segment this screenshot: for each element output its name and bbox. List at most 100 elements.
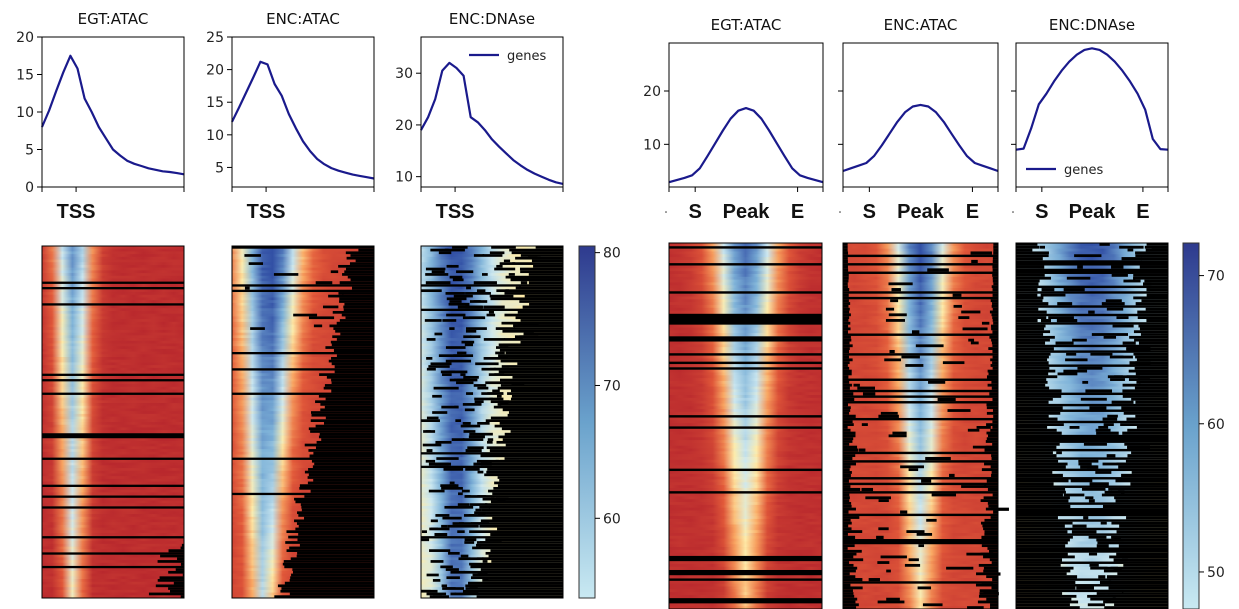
heatmap-missing xyxy=(1103,423,1114,427)
heatmap-row xyxy=(1016,338,1168,342)
heatmap-missing xyxy=(985,507,1009,511)
heatmap-row xyxy=(843,285,998,289)
heatmap-row xyxy=(42,251,184,255)
heatmap-missing xyxy=(511,251,563,255)
heatmap-missing xyxy=(324,405,374,409)
heatmap-missing xyxy=(1102,417,1118,421)
heatmap-missing xyxy=(1039,245,1046,250)
heatmap-missing xyxy=(331,362,374,366)
heatmap-missing xyxy=(453,524,479,528)
heatmap-missing xyxy=(921,479,932,483)
heatmap-missing xyxy=(1120,423,1168,427)
heatmap-missing xyxy=(1016,473,1063,478)
heatmap-row xyxy=(232,348,374,352)
heatmap-missing xyxy=(880,411,898,416)
heatmap-missing xyxy=(1138,341,1168,345)
heatmap-missing xyxy=(988,549,998,554)
heatmap-missing xyxy=(498,354,563,358)
heatmap-missing xyxy=(1083,516,1089,520)
heatmap-row xyxy=(843,324,998,328)
heatmap-missing xyxy=(474,400,484,404)
heatmap-row xyxy=(421,319,563,323)
heatmap-missing xyxy=(986,575,998,579)
heatmap-missing xyxy=(478,514,563,518)
heatmap-missing xyxy=(843,316,850,320)
heatmap-row xyxy=(843,248,998,252)
heatmap-row xyxy=(843,335,998,340)
heatmap-row xyxy=(843,397,998,402)
heatmap-missing xyxy=(843,319,849,323)
heatmap-missing xyxy=(989,310,998,314)
heatmap-missing xyxy=(1087,594,1110,599)
heatmap-missing xyxy=(355,259,374,263)
heatmap-missing xyxy=(345,251,374,255)
heatmap-missing xyxy=(1101,493,1125,497)
heatmap-missing xyxy=(1016,282,1039,286)
heatmap-missing xyxy=(453,354,474,358)
x-tick-label: TSS xyxy=(57,201,96,223)
heatmap-missing xyxy=(500,403,563,407)
heatmap-missing xyxy=(313,478,374,482)
heatmap-missing xyxy=(500,359,563,363)
heatmap-row xyxy=(843,445,998,449)
heatmap-missing xyxy=(917,586,932,590)
heatmap-missing xyxy=(990,428,998,433)
heatmap-missing xyxy=(168,587,184,591)
series-line-genes xyxy=(842,103,999,173)
heatmap-row xyxy=(42,389,184,393)
x-tick-label: E xyxy=(791,201,804,223)
heatmap-missing xyxy=(1115,479,1168,483)
heatmap-row xyxy=(669,493,822,497)
heatmap-missing xyxy=(843,437,854,441)
heatmap-missing xyxy=(426,338,436,342)
heatmap-missing xyxy=(1096,538,1121,542)
heatmap-missing xyxy=(455,419,462,423)
legend-label: genes xyxy=(1064,163,1103,178)
heatmap-row xyxy=(42,451,184,455)
heatmap-row xyxy=(1016,319,1168,323)
heatmap-missing xyxy=(1016,316,1047,320)
heatmap-row xyxy=(843,527,998,531)
heatmap-row xyxy=(669,310,822,314)
heatmap-missing xyxy=(422,443,441,447)
heatmap-missing xyxy=(512,375,563,380)
heatmap-missing xyxy=(323,386,374,390)
heatmap-missing xyxy=(843,406,851,410)
heatmap-row xyxy=(843,341,998,345)
heatmap-missing xyxy=(981,535,998,540)
y-tick-label: 10 xyxy=(206,128,224,144)
heatmap-missing xyxy=(452,278,464,282)
heatmap-missing xyxy=(476,459,499,464)
heatmap xyxy=(668,242,823,609)
heatmap-missing xyxy=(477,470,484,474)
heatmap-missing xyxy=(843,493,850,497)
heatmap-row xyxy=(669,465,822,469)
heatmap-missing xyxy=(992,319,998,323)
heatmap-missing xyxy=(1122,558,1168,562)
heatmap-missing xyxy=(1016,414,1049,418)
heatmap-missing xyxy=(454,592,479,596)
panel-title: EGT:ATAC xyxy=(78,10,149,28)
heatmap-missing xyxy=(1078,462,1092,466)
heatmap-row xyxy=(669,504,822,509)
heatmap-missing xyxy=(1112,597,1168,601)
heatmap-row xyxy=(843,493,998,497)
heatmap-row xyxy=(232,262,374,266)
heatmap-missing xyxy=(843,330,848,334)
heatmap-missing xyxy=(333,348,374,352)
heatmap-missing xyxy=(434,332,443,336)
heatmap-row xyxy=(843,251,998,255)
heatmap-missing xyxy=(486,511,563,515)
heatmap-row xyxy=(42,403,184,407)
y-tick-label: 15 xyxy=(206,95,224,111)
heatmap-missing xyxy=(1107,414,1118,418)
heatmap-missing xyxy=(1145,248,1168,252)
heatmap-missing xyxy=(843,426,848,430)
heatmap-missing xyxy=(482,557,563,561)
heatmap-missing xyxy=(524,332,563,336)
heatmap-missing xyxy=(1076,586,1094,590)
heatmap-missing xyxy=(1128,369,1168,373)
heatmap xyxy=(1015,242,1169,609)
heatmap-missing xyxy=(1057,372,1078,376)
